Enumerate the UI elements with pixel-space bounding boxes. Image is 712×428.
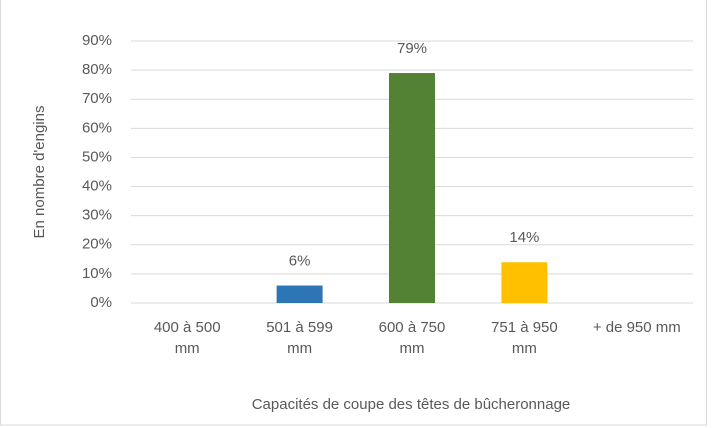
x-tick-label: 600 à 750 mm bbox=[378, 319, 446, 357]
y-tick-label: 20% bbox=[82, 236, 112, 253]
y-tick-label: 10% bbox=[82, 265, 112, 282]
y-axis-label: En nombre d'engins bbox=[31, 106, 48, 239]
y-tick-label: 90% bbox=[82, 32, 112, 49]
x-tick-label: + de 950 mm bbox=[592, 319, 681, 336]
data-label: 79% bbox=[397, 40, 427, 57]
data-label: 6% bbox=[289, 253, 311, 270]
y-tick-label: 70% bbox=[82, 90, 112, 107]
x-axis-label: Capacités de coupe des têtes de bûcheron… bbox=[252, 396, 571, 413]
y-tick-label: 30% bbox=[82, 207, 112, 224]
data-label: 14% bbox=[509, 229, 539, 246]
x-tick-label: 501 à 599 mm bbox=[266, 319, 333, 357]
bar bbox=[389, 73, 435, 304]
bar bbox=[501, 262, 548, 303]
bar bbox=[276, 285, 323, 303]
y-tick-label: 60% bbox=[82, 119, 112, 136]
y-tick-label: 40% bbox=[82, 178, 112, 195]
y-tick-label: 80% bbox=[82, 61, 112, 78]
x-tick-label: 751 à 950 mm bbox=[491, 319, 558, 357]
y-tick-label: 50% bbox=[82, 148, 112, 165]
x-tick-label: 400 à 500 mm bbox=[153, 319, 221, 357]
y-tick-label: 0% bbox=[90, 294, 112, 311]
